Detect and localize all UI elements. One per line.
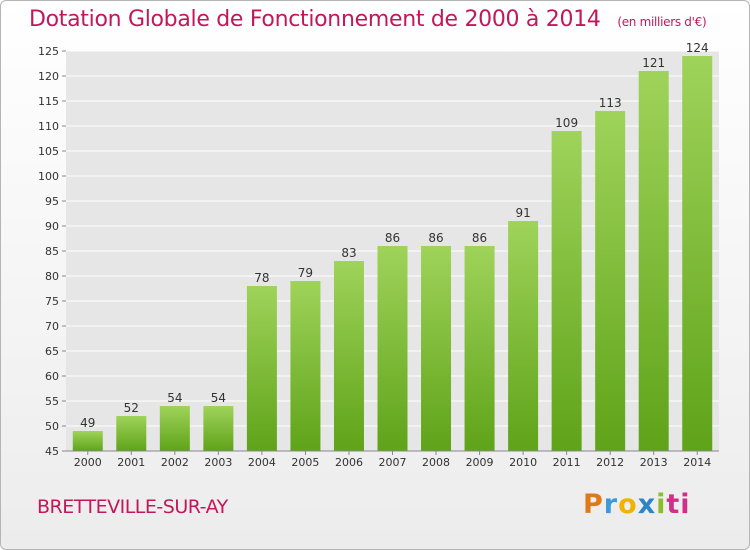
y-tick-label: 115 — [38, 95, 59, 108]
bar — [682, 56, 713, 451]
y-tick-label: 45 — [45, 445, 59, 458]
bar — [595, 111, 626, 451]
bar — [377, 246, 408, 451]
commune-name: BRETTEVILLE-SUR-AY — [37, 496, 228, 518]
logo-letter: ti — [666, 489, 691, 520]
logo-letter: P — [583, 489, 604, 520]
data-label: 86 — [428, 231, 443, 245]
y-tick-label: 70 — [45, 320, 59, 333]
bar — [116, 416, 147, 451]
logo-letter: o — [618, 489, 638, 520]
chart-title: Dotation Globale de Fonctionnement de 20… — [29, 7, 707, 32]
x-tick-label: 2010 — [509, 456, 537, 469]
y-tick-label: 125 — [38, 45, 59, 58]
data-label: 86 — [472, 231, 487, 245]
y-tick-label: 65 — [45, 345, 59, 358]
y-tick-label: 105 — [38, 145, 59, 158]
bar — [551, 131, 582, 451]
y-tick-label: 90 — [45, 220, 59, 233]
bar — [464, 246, 495, 451]
data-label: 52 — [124, 401, 139, 415]
bar — [159, 406, 190, 451]
data-label: 78 — [254, 271, 269, 285]
data-label: 86 — [385, 231, 400, 245]
chart-subtitle: (en milliers d'€) — [617, 15, 707, 29]
bar — [72, 431, 103, 451]
y-tick-label: 80 — [45, 270, 59, 283]
y-tick-label: 120 — [38, 70, 59, 83]
logo-letter: x — [637, 489, 657, 520]
x-tick-label: 2000 — [74, 456, 102, 469]
y-tick-label: 60 — [45, 370, 59, 383]
logo-letter: r — [603, 489, 619, 520]
logo-letter: i — [656, 489, 667, 520]
y-tick-label: 85 — [45, 245, 59, 258]
x-tick-label: 2004 — [248, 456, 276, 469]
x-tick-label: 2006 — [335, 456, 363, 469]
data-label: 91 — [515, 206, 530, 220]
bar — [421, 246, 452, 451]
y-tick-label: 110 — [38, 120, 59, 133]
y-tick-label: 55 — [45, 395, 59, 408]
x-tick-label: 2009 — [466, 456, 494, 469]
y-tick-label: 75 — [45, 295, 59, 308]
data-label: 83 — [341, 246, 356, 260]
data-label: 54 — [211, 391, 226, 405]
bar — [508, 221, 539, 451]
data-label: 121 — [642, 56, 665, 70]
bar — [638, 71, 669, 451]
bar — [290, 281, 321, 451]
x-tick-label: 2005 — [291, 456, 319, 469]
data-label: 113 — [599, 96, 622, 110]
data-label: 124 — [686, 41, 709, 55]
x-tick-label: 2002 — [161, 456, 189, 469]
bar — [333, 261, 364, 451]
x-tick-label: 2001 — [117, 456, 145, 469]
bar — [246, 286, 277, 451]
x-tick-label: 2014 — [683, 456, 711, 469]
x-tick-label: 2011 — [553, 456, 581, 469]
y-tick-label: 95 — [45, 195, 59, 208]
x-tick-label: 2012 — [596, 456, 624, 469]
y-tick-label: 50 — [45, 420, 59, 433]
data-label: 54 — [167, 391, 182, 405]
x-tick-label: 2007 — [379, 456, 407, 469]
x-tick-label: 2003 — [204, 456, 232, 469]
proxiti-logo: Proxiti — [583, 489, 691, 520]
data-label: 109 — [555, 116, 578, 130]
bar — [203, 406, 234, 451]
y-tick-label: 100 — [38, 170, 59, 183]
x-tick-label: 2013 — [640, 456, 668, 469]
x-tick-label: 2008 — [422, 456, 450, 469]
chart-title-text: Dotation Globale de Fonctionnement de 20… — [29, 7, 601, 32]
data-label: 79 — [298, 266, 313, 280]
data-label: 49 — [80, 416, 95, 430]
